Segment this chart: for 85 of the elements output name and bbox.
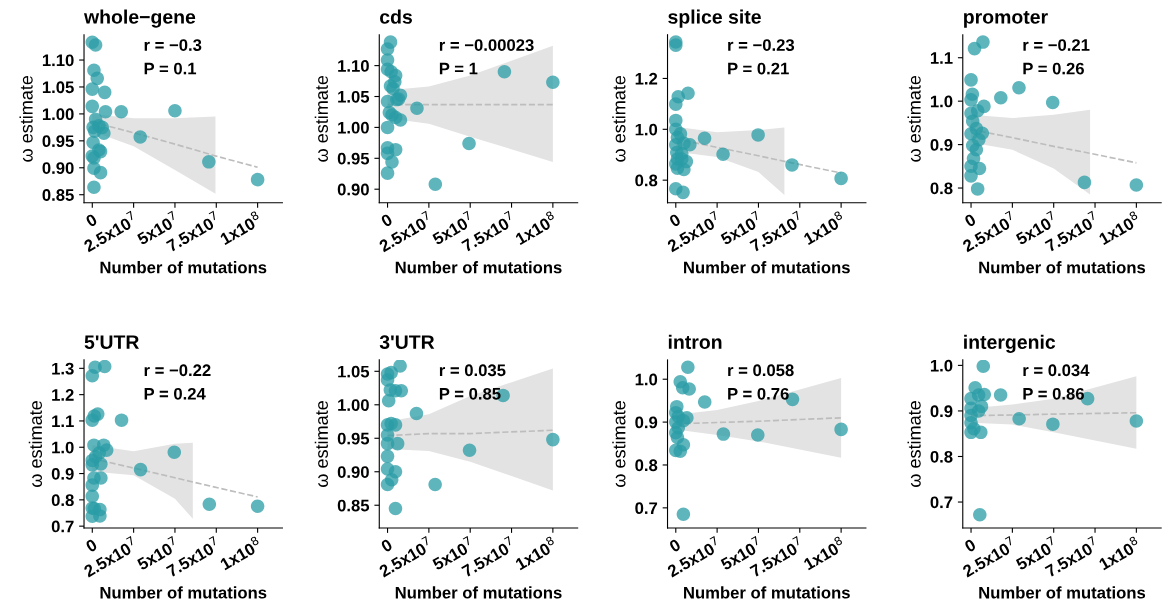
y-tick-label: 1.2 (52, 389, 74, 401)
annotation: r = −0.23 (728, 39, 795, 51)
y-axis-title: ω estimate (612, 75, 626, 162)
y-tick-label: 0.8 (51, 494, 74, 507)
y-tick-label: 0.7 (51, 520, 74, 533)
y-tick-label: 1.1 (930, 52, 953, 64)
x-tick-label: 1x10$^{8}$ (217, 535, 263, 571)
y-tick-label: 1.1 (52, 415, 74, 427)
y-tick-label: 0.90 (337, 466, 369, 478)
y-axis-title: ω estimate (907, 75, 921, 162)
y-tick-label: 1.0 (635, 373, 658, 386)
annotation: r = −0.22 (144, 364, 211, 377)
y-tick-label: 1.05 (42, 81, 74, 94)
chart-title: whole−gene (83, 9, 196, 28)
y-tick-label: 0.85 (337, 499, 370, 512)
y-tick-label: 0.8 (930, 450, 953, 463)
annotation: r = −0.21 (1023, 39, 1090, 51)
x-axis-title: Number of mutations (395, 261, 562, 274)
y-tick-label: 1.10 (42, 54, 74, 67)
y-tick-label: 0.8 (635, 174, 658, 187)
y-tick-label: 0.85 (42, 189, 74, 201)
x-tick-label: 1x10$^{8}$ (801, 210, 847, 246)
y-axis-title: ω estimate (314, 75, 328, 162)
y-tick-label: 1.0 (635, 123, 658, 136)
x-axis-title: Number of mutations (979, 261, 1146, 274)
annotation: P = 0.24 (144, 387, 206, 400)
y-tick-label: 0.90 (42, 162, 74, 174)
y-tick-label: 0.9 (930, 405, 953, 418)
y-tick-label: 1.05 (338, 90, 370, 103)
y-tick-label: 0.7 (930, 496, 953, 509)
y-tick-label: 1.05 (338, 365, 370, 378)
y-axis-title: ω estimate (19, 75, 33, 162)
x-axis-title: Number of mutations (100, 261, 267, 274)
x-axis-title: Number of mutations (100, 586, 267, 599)
x-axis-title: Number of mutations (979, 586, 1146, 599)
annotation: P = 0.1 (144, 62, 197, 75)
chart-title: intron (668, 334, 722, 349)
y-tick-label: 0.8 (930, 182, 953, 195)
y-tick-label: 0.90 (337, 183, 369, 196)
x-tick-label: 1x10$^{8}$ (513, 535, 558, 571)
x-axis-title: Number of mutations (684, 261, 850, 274)
y-tick-label: 0.8 (635, 459, 658, 472)
x-axis-title: Number of mutations (395, 586, 562, 599)
y-tick-label: 0.9 (51, 467, 74, 480)
y-tick-label: 1.0 (52, 441, 74, 454)
y-tick-label: 1.10 (338, 60, 369, 72)
x-tick-label: 1x10$^{8}$ (1096, 210, 1142, 246)
chart-title: 5'UTR (84, 335, 140, 349)
y-tick-label: 0.7 (635, 502, 658, 515)
annotation: r = 0.034 (1023, 364, 1090, 377)
y-tick-label: 0.9 (930, 139, 953, 151)
annotation: r = 0.058 (728, 364, 794, 377)
y-axis-title: ω estimate (28, 401, 43, 487)
y-tick-label: 1.00 (42, 108, 74, 121)
chart-title: splice site (668, 9, 761, 28)
y-tick-label: 1.3 (52, 362, 74, 375)
y-axis-title: ω estimate (314, 401, 328, 487)
y-tick-label: 1.00 (338, 399, 369, 411)
y-tick-label: 0.95 (337, 152, 370, 165)
chart-title: 3'UTR (379, 335, 435, 350)
annotation: r = −0.3 (144, 39, 202, 51)
chart-title: intergenic (964, 334, 1056, 353)
x-axis-title: Number of mutations (684, 586, 850, 599)
y-axis-title: ω estimate (907, 401, 921, 487)
annotation: r = −0.00023 (439, 39, 534, 51)
annotation: P = 1 (439, 62, 478, 75)
y-tick-label: 1.00 (338, 121, 369, 134)
chart-title: promoter (964, 10, 1048, 28)
annotation: r = 0.035 (439, 364, 506, 377)
annotation: P = 0.21 (728, 62, 789, 75)
x-tick-label: 1x10$^{8}$ (801, 535, 847, 571)
annotation: P = 0.76 (728, 387, 789, 400)
y-axis-title: ω estimate (612, 401, 626, 487)
annotation: P = 0.26 (1023, 62, 1084, 75)
y-tick-label: 1.2 (635, 72, 658, 85)
x-tick-label: 1x10$^{8}$ (513, 210, 558, 246)
y-tick-label: 0.95 (42, 135, 74, 148)
x-tick-label: 1x10$^{8}$ (1096, 535, 1142, 571)
y-tick-label: 1.0 (930, 95, 953, 108)
y-tick-label: 1.0 (930, 359, 953, 372)
y-tick-label: 0.9 (635, 416, 658, 429)
annotation: P = 0.86 (1023, 387, 1084, 400)
x-tick-label: 1x10$^{8}$ (217, 210, 263, 246)
chart-title: cds (380, 9, 412, 24)
y-tick-label: 0.95 (337, 432, 370, 445)
